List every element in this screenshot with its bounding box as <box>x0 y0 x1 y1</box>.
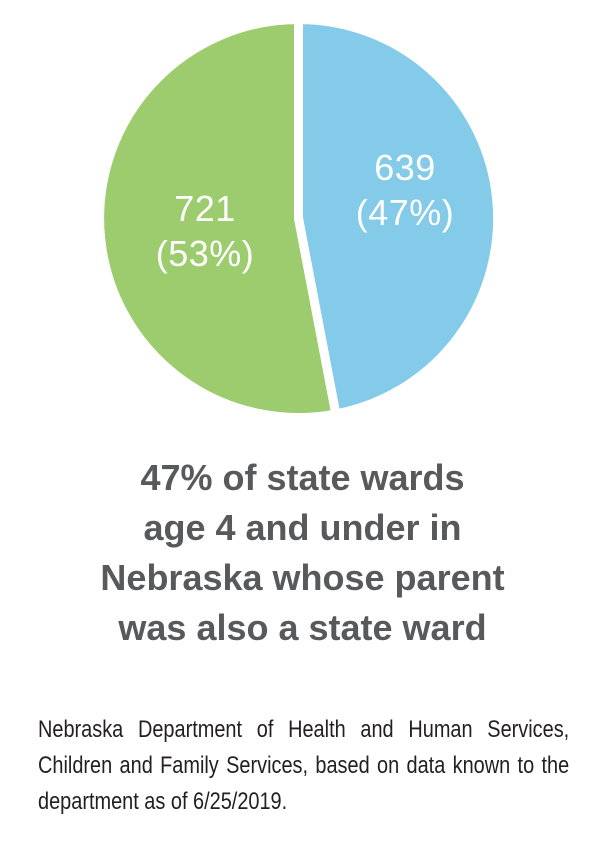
source-note-line: Nebraska Department of Health and Human … <box>38 716 570 743</box>
pie-label-blue-percent: (47%) <box>355 192 455 233</box>
chart-title: 47% of state wards age 4 and under in Ne… <box>0 453 605 653</box>
pie-slice-1 <box>95 15 341 422</box>
pie-slice-0 <box>294 15 503 419</box>
chart-title-line: age 4 and under in <box>143 507 462 548</box>
pie-label-green-slice: 721 (53%) <box>105 186 305 276</box>
source-note-line: department as of 6/25/2019. <box>38 788 288 815</box>
pie-label-green-value: 721 <box>174 188 236 229</box>
chart-title-line: Nebraska whose parent <box>100 557 505 598</box>
pie-chart <box>95 15 503 422</box>
chart-title-line: was also a state ward <box>118 607 487 648</box>
source-note: Nebraska Department of Health and Human … <box>38 712 569 820</box>
pie-label-blue-value: 639 <box>374 147 436 188</box>
source-note-line: Children and Family Services, based on d… <box>38 752 570 779</box>
chart-title-line: 47% of state wards <box>140 457 465 498</box>
pie-label-green-percent: (53%) <box>155 233 255 274</box>
pie-label-blue-slice: 639 (47%) <box>305 145 505 235</box>
